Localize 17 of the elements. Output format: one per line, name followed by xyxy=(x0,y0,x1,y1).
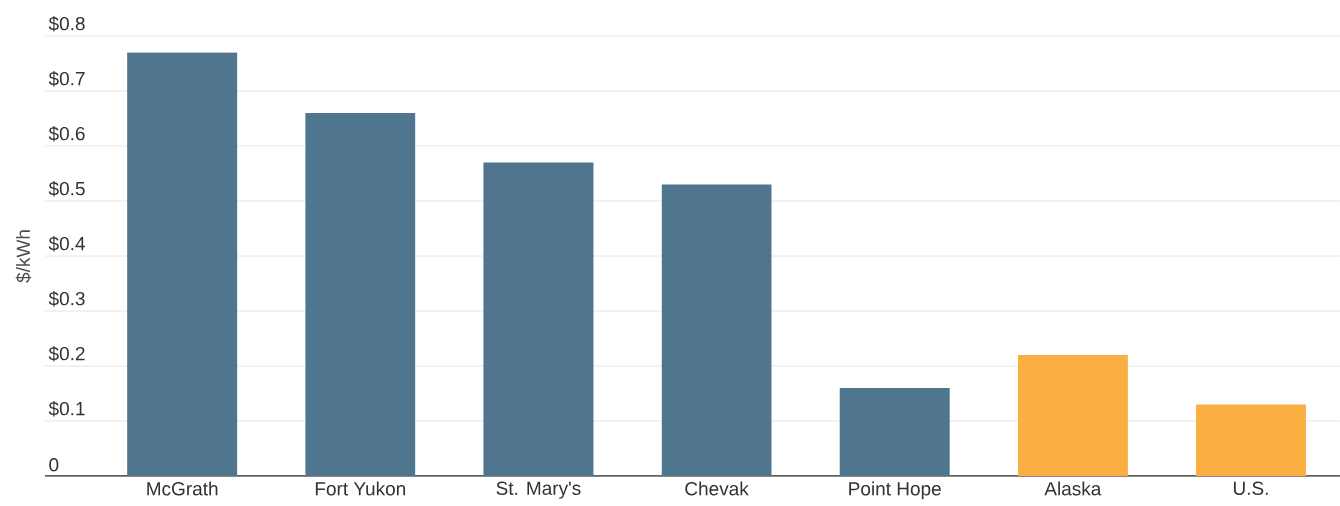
y-tick-label: $0.1 xyxy=(48,401,85,417)
y-tick-label: $0.5 xyxy=(48,181,85,197)
x-tick-label: Fort Yukon xyxy=(315,481,406,496)
y-tick-label: $0.4 xyxy=(48,236,85,252)
x-tick-label: Alaska xyxy=(1044,481,1102,496)
y-axis-title: $/kWh xyxy=(15,230,32,283)
y-tick-label: $0.6 xyxy=(48,126,85,142)
x-tick-label: Point Hope xyxy=(849,481,941,500)
y-tick-label: $0.8 xyxy=(48,16,85,32)
y-tick-label: 0 xyxy=(49,458,59,472)
y-tick-label: $0.3 xyxy=(48,291,85,307)
y-tick-label: $0.2 xyxy=(48,346,85,362)
x-tick-label: St. Mary's xyxy=(496,481,581,499)
x-tick-label: Chevak xyxy=(685,481,749,496)
x-tick-label: U.S. xyxy=(1233,481,1268,495)
y-tick-label: $0.7 xyxy=(48,71,85,87)
x-tick-label: McGrath xyxy=(147,481,218,496)
